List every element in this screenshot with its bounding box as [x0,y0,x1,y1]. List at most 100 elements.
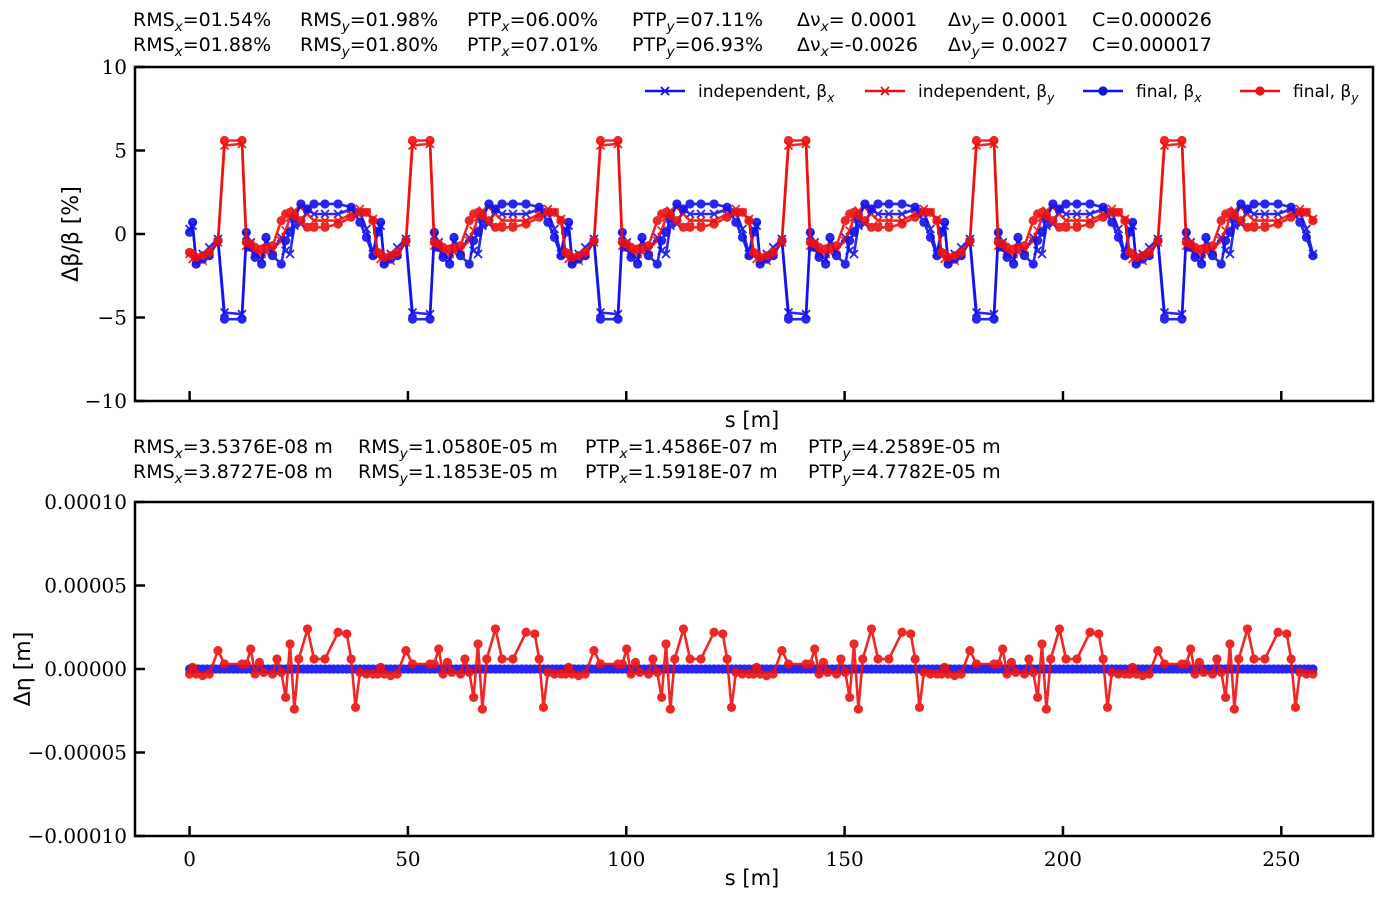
data-point [1273,219,1283,229]
x-tick-label: 0 [183,847,196,871]
data-point [884,654,894,664]
data-point [831,251,842,261]
data-point [497,199,507,209]
data-point [184,227,195,237]
data-point [897,219,907,229]
x-axis-label: s [m] [725,866,779,890]
data-point [1013,232,1023,242]
data-point [1159,314,1170,324]
data-point [1028,259,1038,269]
data-point [910,202,920,212]
data-point [259,667,269,677]
data-point [567,259,577,269]
data-point [672,216,682,226]
series--y [184,624,1318,714]
data-point [1019,669,1030,679]
data-point [1002,669,1012,679]
data-point [1207,241,1218,251]
data-point [801,314,811,324]
data-point [814,252,824,262]
legend-marker [1255,86,1265,96]
data-point [884,222,894,232]
data-point [464,259,474,269]
data-point [289,704,299,714]
data-point [665,704,675,714]
data-point [213,646,223,656]
data-point [635,667,645,677]
data-point [376,217,386,227]
data-point [434,644,444,654]
data-point [1144,247,1154,257]
data-point [1159,659,1170,669]
data-point [1260,209,1270,219]
data-point [320,216,330,226]
data-point [361,669,372,679]
data-point [1177,135,1187,146]
data-point [219,659,230,669]
data-point [678,624,689,634]
data-point [1054,624,1065,634]
data-point [538,702,549,713]
data-point [940,217,950,227]
data-point [661,249,671,259]
data-point [1273,199,1283,209]
data-point [840,259,850,269]
data-point [943,259,953,269]
data-point [1286,212,1296,222]
data-point [473,227,483,237]
data-point [267,241,278,251]
data-point [368,216,378,226]
data-point [333,627,343,637]
data-point [1295,207,1305,217]
data-point [1221,236,1231,246]
title-stat: RMSx​=3.8727E-08 m [133,461,333,487]
data-point [1249,216,1259,226]
data-point [447,667,457,677]
y-tick-label: 0 [114,222,127,246]
data-point [281,692,291,702]
data-point [626,669,636,679]
legend-marker [660,86,670,96]
data-point [1041,704,1051,714]
data-point [722,202,732,212]
data-point [1153,646,1163,656]
data-point [845,236,855,246]
data-point [777,646,787,656]
panel-2: RMSx​=3.5376E-08 m RMSy​=1.0580E-05 m PTPx… [11,436,1375,890]
data-point [473,639,483,649]
data-point [1216,216,1226,226]
data-point [783,314,794,324]
data-point [1113,669,1124,679]
panel-1: RMSx​=01.54% RMSy​=01.98% PTPx​=06.00% PTPy… [59,9,1375,432]
data-point [564,217,574,227]
data-point [1197,259,1207,269]
data-point [919,207,929,217]
data-point [643,251,654,261]
data-point [530,629,540,639]
data-point [818,657,829,667]
data-point [633,259,643,269]
data-point [1048,216,1058,226]
data-point [670,654,680,664]
data-point [289,211,299,221]
data-point [1308,251,1318,261]
data-point [685,199,695,209]
data-point [302,222,313,232]
data-point [1194,657,1205,667]
data-point [449,232,459,242]
data-point [989,135,999,146]
data-point [309,654,319,664]
data-point [1011,667,1021,677]
data-point [956,247,966,257]
data-point [737,207,748,217]
data-point [477,704,487,714]
data-point [237,135,247,146]
data-point [1002,252,1012,262]
data-point [1229,704,1239,714]
data-point [652,259,662,269]
data-point [1028,667,1038,677]
data-point [1102,702,1113,713]
data-point [696,654,706,664]
data-point [1085,199,1095,209]
data-point [866,204,877,214]
